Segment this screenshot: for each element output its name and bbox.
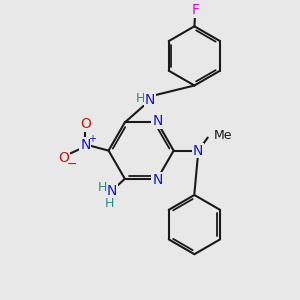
Text: H: H [135,92,145,104]
Text: −: − [66,158,77,171]
Text: H: H [104,196,114,210]
Text: O: O [59,151,70,165]
Text: N: N [107,184,117,198]
Text: N: N [145,92,155,106]
Text: O: O [80,117,91,131]
Text: Me: Me [214,129,232,142]
Text: N: N [152,114,163,128]
Text: F: F [192,3,200,17]
Text: H: H [98,181,107,194]
Text: +: + [88,134,96,144]
Text: N: N [80,138,91,152]
Text: N: N [152,173,163,187]
Text: N: N [193,144,203,158]
